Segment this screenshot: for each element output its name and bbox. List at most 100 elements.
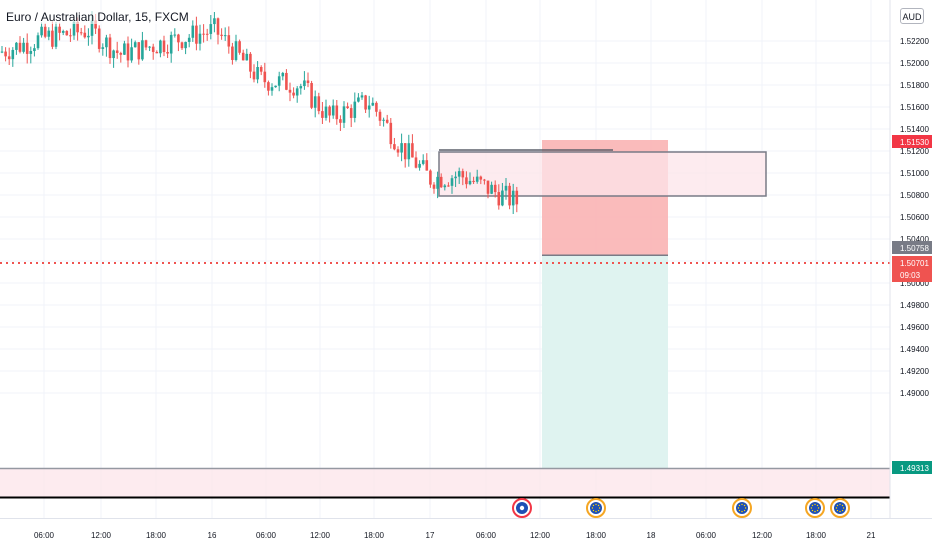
candles-series [0,11,519,214]
candle [130,38,133,63]
candle [18,36,22,54]
event-icon-eu[interactable] [830,498,850,518]
candle [378,109,382,126]
supply-zone-box[interactable] [438,151,767,197]
candle [87,28,90,46]
event-icon-red[interactable] [512,498,532,518]
candle [115,41,119,59]
candle [231,42,234,65]
candle [101,43,105,56]
price-label: 1.49400 [900,345,929,354]
candle [385,114,389,124]
price-label: 1.51600 [900,103,929,112]
candle [515,186,519,213]
event-icon-eu[interactable] [732,498,752,518]
price-scale-labels: 1.52200 1.52000 1.51800 1.51600 1.51400 1.512… [900,37,929,398]
symbol-title[interactable]: Euro / Australian Dollar, 15, FXCM [6,10,189,24]
price-label: 1.50000 [900,279,929,288]
candle [339,115,342,131]
candle [4,47,7,62]
candle [349,104,353,128]
candle [148,46,151,52]
price-label: 1.51800 [900,81,929,90]
take-profit-zone[interactable] [542,256,668,468]
candle [360,91,364,100]
candle [144,39,148,51]
time-label: 06:00 [34,531,55,540]
candle [216,17,220,45]
candle [40,22,43,38]
candle [328,105,331,123]
time-axis[interactable] [0,518,932,550]
candle [508,182,511,210]
time-axis-labels: 06:00 12:00 18:00 16 06:00 12:00 18:00 17 06:00 1… [34,531,876,540]
candle [306,72,310,88]
economic-events[interactable] [512,498,850,518]
candle [367,95,371,118]
price-label: 1.50800 [900,191,929,200]
candle [274,85,277,88]
candle [256,61,259,84]
price-label: 1.51000 [900,169,929,178]
candle [288,82,292,102]
candle [472,176,475,184]
price-label: 1.49800 [900,301,929,310]
event-icon-eu[interactable] [805,498,825,518]
candle [61,29,65,36]
candle [267,80,270,96]
entry-line[interactable] [542,254,668,257]
drawing-layer[interactable] [0,140,932,499]
candle [303,71,306,90]
candle [346,102,349,109]
candle [191,20,195,42]
candle [382,117,385,127]
candle [0,46,4,54]
candle [177,33,180,52]
candle [159,39,162,58]
candle [69,28,72,42]
candle [51,21,54,50]
price-label: 1.49200 [900,367,929,376]
candle [439,173,443,189]
candle [245,48,249,61]
candle [169,31,173,63]
candle [425,153,429,171]
candle [465,171,468,189]
candle [270,83,274,96]
candle [450,175,454,194]
candle [364,94,367,113]
candle [281,71,285,81]
candle [414,151,418,169]
candle [155,50,159,54]
candle [65,30,69,36]
time-label: 12:00 [530,531,551,540]
candle [205,28,209,41]
candle [443,184,447,191]
candle [209,15,213,40]
candle [436,171,439,199]
candle [162,35,166,57]
candle [342,101,346,129]
time-label: 06:00 [256,531,277,540]
time-label: 18:00 [364,531,385,540]
current-price-text: 1.50701 [900,259,929,268]
candle [321,101,324,125]
candle [7,47,11,65]
candle [54,22,58,50]
demand-zone-box[interactable] [0,468,932,498]
time-label: 18 [647,531,656,540]
candle [227,26,231,54]
time-label: 12:00 [91,531,112,540]
currency-badge[interactable]: AUD [900,8,924,24]
candle [292,87,295,99]
candle [285,69,288,91]
candle [105,34,108,57]
candle [173,28,177,38]
target-price-tag: 1.49313 [892,461,932,474]
candle [11,47,15,67]
candle [447,182,450,187]
candle [22,37,25,54]
event-icon-eu[interactable] [586,498,606,518]
candle [202,24,205,43]
